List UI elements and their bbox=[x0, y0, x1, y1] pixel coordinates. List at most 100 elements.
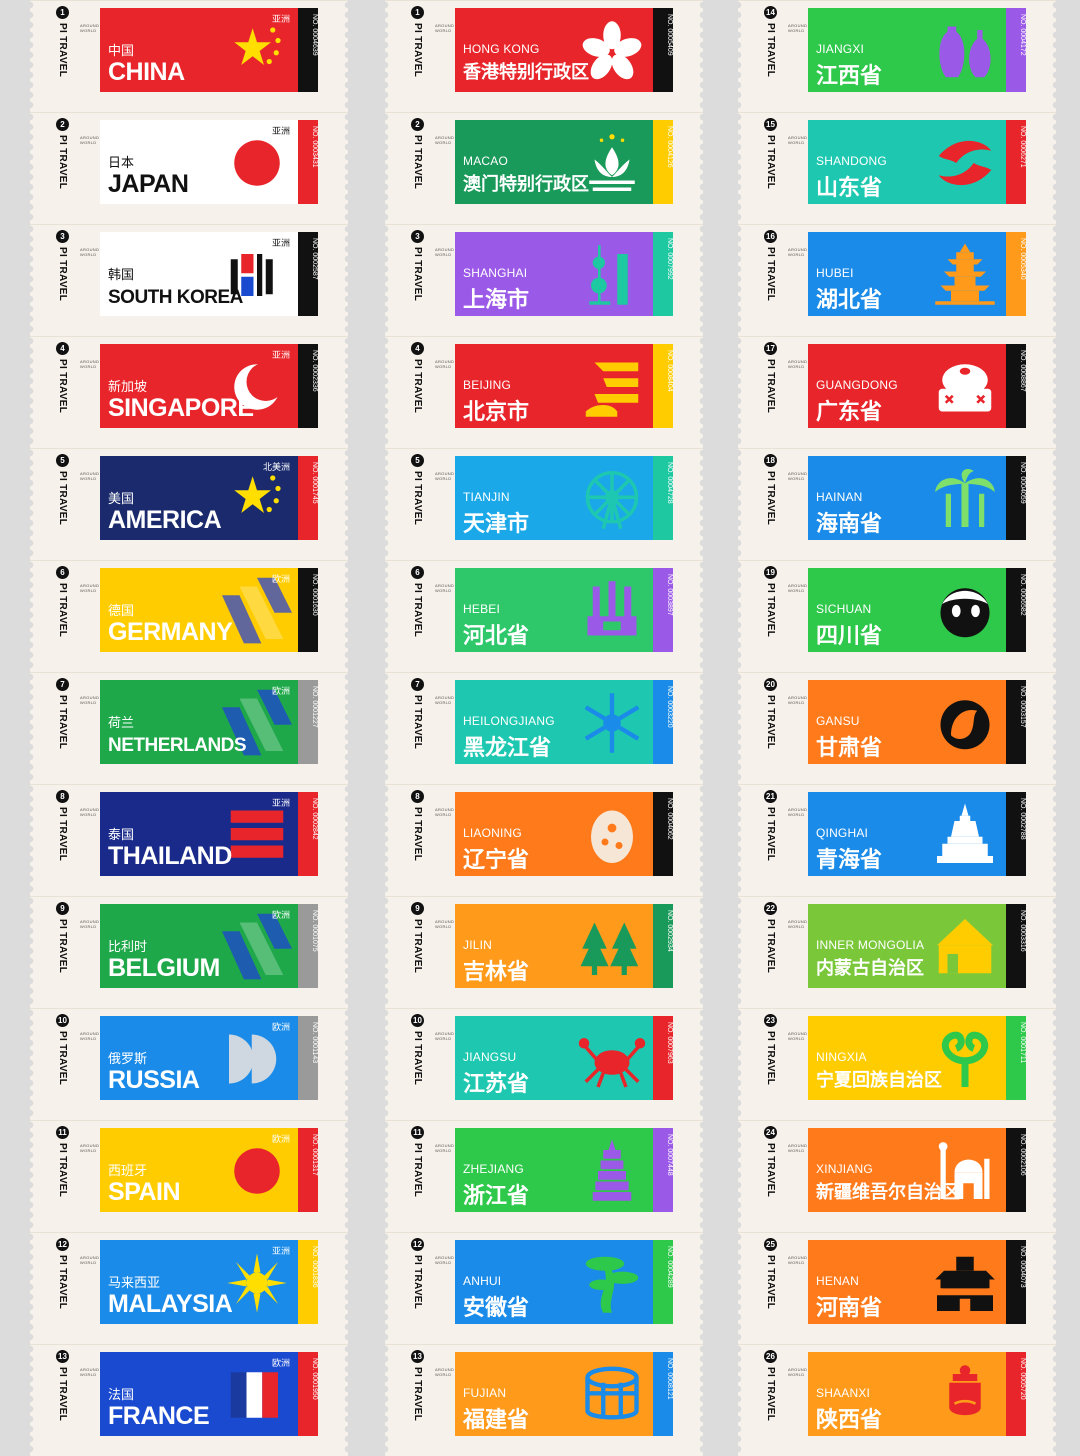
destination-card[interactable]: SHAANXI 陕西省 NO. 0005720 bbox=[808, 1352, 1026, 1436]
english-name: SHANGHAI bbox=[463, 266, 528, 280]
destination-card[interactable]: 北美洲 美国 AMERICA NO. 0001745 bbox=[100, 456, 318, 540]
destination-card[interactable]: 亚洲 韩国 SOUTH KOREA NO. 0002587 bbox=[100, 232, 318, 316]
destination-card[interactable]: GANSU 甘肃省 NO. 0003157 bbox=[808, 680, 1026, 764]
destination-card[interactable]: JIANGSU 江苏省 NO. 0007963 bbox=[455, 1016, 673, 1100]
bars-icon bbox=[230, 810, 284, 858]
destination-card[interactable]: NINGXIA 宁夏回族自治区 NO. 0001711 bbox=[808, 1016, 1026, 1100]
destination-card[interactable]: LIAONING 辽宁省 NO. 0004062 bbox=[455, 792, 673, 876]
destination-card[interactable]: 亚洲 泰国 THAILAND NO. 0002842 bbox=[100, 792, 318, 876]
serial-number: NO. 0004059 bbox=[1019, 462, 1026, 504]
ticket-card[interactable]: 10 PI TRAVEL AROUND WORLD 欧洲 俄罗斯 RUSSIA NO. 00… bbox=[30, 1008, 348, 1120]
ticket-card[interactable]: 3 PI TRAVEL AROUND WORLD SHANGHAI 上海市 NO. 000… bbox=[385, 224, 703, 336]
serial-number: NO. 0004728 bbox=[666, 462, 673, 504]
ticket-card[interactable]: 26 PI TRAVEL AROUND WORLD SHAANXI 陕西省 NO. 000… bbox=[738, 1344, 1056, 1456]
destination-card[interactable]: HONG KONG 香港特别行政区 NO. 0005409 bbox=[455, 8, 673, 92]
half-circles-icon bbox=[229, 1034, 277, 1084]
ticket-card[interactable]: 5 PI TRAVEL AROUND WORLD TIANJIN 天津市 NO. 0004… bbox=[385, 448, 703, 560]
ticket-card[interactable]: 4 PI TRAVEL AROUND WORLD 亚洲 新加坡 SINGAPORE NO. … bbox=[30, 336, 348, 448]
ticket-card[interactable]: 2 PI TRAVEL AROUND WORLD 亚洲 日本 JAPAN NO. 00034… bbox=[30, 112, 348, 224]
destination-card[interactable]: FUJIAN 福建省 NO. 0008121 bbox=[455, 1352, 673, 1436]
ticket-card[interactable]: 6 PI TRAVEL AROUND WORLD HEBEI 河北省 NO. 000389… bbox=[385, 560, 703, 672]
destination-card[interactable]: 亚洲 日本 JAPAN NO. 0003431 bbox=[100, 120, 318, 204]
ticket-card[interactable]: 8 PI TRAVEL AROUND WORLD 亚洲 泰国 THAILAND NO. 00… bbox=[30, 784, 348, 896]
destination-card[interactable]: JIANGXI 江西省 NO. 0004172 bbox=[808, 8, 1026, 92]
ticket-card[interactable]: 8 PI TRAVEL AROUND WORLD LIAONING 辽宁省 NO. 000… bbox=[385, 784, 703, 896]
destination-card[interactable]: XINJIANG 新疆维吾尔自治区 NO. 0002106 bbox=[808, 1128, 1026, 1212]
ticket-card[interactable]: 23 PI TRAVEL AROUND WORLD NINGXIA 宁夏回族自治区 NO.… bbox=[738, 1008, 1056, 1120]
destination-card[interactable]: 亚洲 马来西亚 MALAYSIA NO. 0001836 bbox=[100, 1240, 318, 1324]
ticket-card[interactable]: 1 PI TRAVEL AROUND WORLD 亚洲 中国 CHINA NO. 00046… bbox=[30, 0, 348, 112]
ticket-card[interactable]: 9 PI TRAVEL AROUND WORLD JILIN 吉林省 NO. 000293… bbox=[385, 896, 703, 1008]
destination-card[interactable]: TIANJIN 天津市 NO. 0004728 bbox=[455, 456, 673, 540]
destination-card[interactable]: 欧洲 荷兰 NETHERLANDS NO. 0001227 bbox=[100, 680, 318, 764]
destination-card[interactable]: 亚洲 新加坡 SINGAPORE NO. 0002336 bbox=[100, 344, 318, 428]
destination-card[interactable]: JILIN 吉林省 NO. 0002934 bbox=[455, 904, 673, 988]
ticket-stub: 11 PI TRAVEL AROUND WORLD bbox=[405, 1126, 454, 1226]
chinese-name: 新加坡 bbox=[108, 380, 148, 395]
ticket-card[interactable]: 25 PI TRAVEL AROUND WORLD HENAN 河南省 NO. 00040… bbox=[738, 1232, 1056, 1344]
ticket-number-badge: 10 bbox=[411, 1014, 425, 1027]
ticket-card[interactable]: 21 PI TRAVEL AROUND WORLD QINGHAI 青海省 NO. 000… bbox=[738, 784, 1056, 896]
brand-label: PI TRAVEL bbox=[57, 1031, 69, 1086]
destination-card[interactable]: 欧洲 比利时 BELGIUM NO. 0001075 bbox=[100, 904, 318, 988]
ticket-card[interactable]: 11 PI TRAVEL AROUND WORLD 欧洲 西班牙 SPAIN NO. 000… bbox=[30, 1120, 348, 1232]
serial-number: NO. 0003316 bbox=[1019, 910, 1026, 952]
ticket-card[interactable]: 7 PI TRAVEL AROUND WORLD HEILONGJIANG 黑龙江省 NO… bbox=[385, 672, 703, 784]
ticket-card[interactable]: 12 PI TRAVEL AROUND WORLD 亚洲 马来西亚 MALAYSIA NO.… bbox=[30, 1232, 348, 1344]
destination-card[interactable]: BEIJING 北京市 NO. 0008404 bbox=[455, 344, 673, 428]
panda-icon bbox=[940, 588, 990, 638]
horse-icon bbox=[940, 700, 990, 750]
ticket-card[interactable]: 1 PI TRAVEL AROUND WORLD HONG KONG 香港特别行政区 NO… bbox=[385, 0, 703, 112]
destination-card[interactable]: HEILONGJIANG 黑龙江省 NO. 0003220 bbox=[455, 680, 673, 764]
brand-sub-label: AROUND WORLD bbox=[435, 23, 455, 33]
destination-card[interactable]: 欧洲 法国 FRANCE NO. 0001950 bbox=[100, 1352, 318, 1436]
bauhinia-icon bbox=[582, 21, 642, 80]
ticket-card[interactable]: 11 PI TRAVEL AROUND WORLD ZHEJIANG 浙江省 NO. 00… bbox=[385, 1120, 703, 1232]
ticket-card[interactable]: 6 PI TRAVEL AROUND WORLD 欧洲 德国 GERMANY NO. 000… bbox=[30, 560, 348, 672]
brand-sub-label: AROUND WORLD bbox=[788, 23, 808, 33]
ticket-card[interactable]: 12 PI TRAVEL AROUND WORLD ANHUI 安徽省 NO. 00042… bbox=[385, 1232, 703, 1344]
destination-card[interactable]: QINGHAI 青海省 NO. 0002788 bbox=[808, 792, 1026, 876]
ticket-card[interactable]: 14 PI TRAVEL AROUND WORLD JIANGXI 江西省 NO. 000… bbox=[738, 0, 1056, 112]
destination-card[interactable]: INNER MONGOLIA 内蒙古自治区 NO. 0003316 bbox=[808, 904, 1026, 988]
destination-card[interactable]: HEBEI 河北省 NO. 0003897 bbox=[455, 568, 673, 652]
destination-card[interactable]: 亚洲 中国 CHINA NO. 0004639 bbox=[100, 8, 318, 92]
ticket-card[interactable]: 4 PI TRAVEL AROUND WORLD BEIJING 北京市 NO. 0008… bbox=[385, 336, 703, 448]
destination-card[interactable]: HENAN 河南省 NO. 0004073 bbox=[808, 1240, 1026, 1324]
ticket-card[interactable]: 10 PI TRAVEL AROUND WORLD JIANGSU 江苏省 NO. 000… bbox=[385, 1008, 703, 1120]
destination-card[interactable]: 欧洲 俄罗斯 RUSSIA NO. 0001143 bbox=[100, 1016, 318, 1100]
ticket-card[interactable]: 18 PI TRAVEL AROUND WORLD HAINAN 海南省 NO. 0004… bbox=[738, 448, 1056, 560]
destination-card[interactable]: HAINAN 海南省 NO. 0004059 bbox=[808, 456, 1026, 540]
ticket-card[interactable]: 16 PI TRAVEL AROUND WORLD HUBEI 湖北省 NO. 00053… bbox=[738, 224, 1056, 336]
destination-card[interactable]: 欧洲 西班牙 SPAIN NO. 0001317 bbox=[100, 1128, 318, 1212]
destination-card[interactable]: SHANDONG 山东省 NO. 0006271 bbox=[808, 120, 1026, 204]
ticket-card[interactable]: 3 PI TRAVEL AROUND WORLD 亚洲 韩国 SOUTH KOREA NO.… bbox=[30, 224, 348, 336]
ticket-card[interactable]: 9 PI TRAVEL AROUND WORLD 欧洲 比利时 BELGIUM NO. 00… bbox=[30, 896, 348, 1008]
destination-card[interactable]: SHANGHAI 上海市 NO. 0007992 bbox=[455, 232, 673, 316]
ticket-card[interactable]: 20 PI TRAVEL AROUND WORLD GANSU 甘肃省 NO. 00031… bbox=[738, 672, 1056, 784]
destination-card[interactable]: SICHUAN 四川省 NO. 0006582 bbox=[808, 568, 1026, 652]
chinese-name: 新疆维吾尔自治区 bbox=[816, 1182, 960, 1203]
destination-card[interactable]: ZHEJIANG 浙江省 NO. 0007448 bbox=[455, 1128, 673, 1212]
chinese-name: 德国 bbox=[108, 604, 135, 619]
ticket-card[interactable]: 13 PI TRAVEL AROUND WORLD FUJIAN 福建省 NO. 0008… bbox=[385, 1344, 703, 1456]
ticket-card[interactable]: 15 PI TRAVEL AROUND WORLD SHANDONG 山东省 NO. 00… bbox=[738, 112, 1056, 224]
ticket-card[interactable]: 13 PI TRAVEL AROUND WORLD 欧洲 法国 FRANCE NO. 000… bbox=[30, 1344, 348, 1456]
ticket-card[interactable]: 22 PI TRAVEL AROUND WORLD INNER MONGOLIA 内蒙古… bbox=[738, 896, 1056, 1008]
brand-sub-label: AROUND WORLD bbox=[435, 919, 455, 929]
ticket-card[interactable]: 19 PI TRAVEL AROUND WORLD SICHUAN 四川省 NO. 000… bbox=[738, 560, 1056, 672]
destination-card[interactable]: ANHUI 安徽省 NO. 0004289 bbox=[455, 1240, 673, 1324]
destination-card[interactable]: 欧洲 德国 GERMANY NO. 0001630 bbox=[100, 568, 318, 652]
ticket-stub: 13 PI TRAVEL AROUND WORLD bbox=[50, 1350, 99, 1450]
destination-card[interactable]: HUBEI 湖北省 NO. 0005340 bbox=[808, 232, 1026, 316]
ticket-number-badge: 8 bbox=[411, 790, 425, 803]
ticket-card[interactable]: 2 PI TRAVEL AROUND WORLD MACAO 澳门特别行政区 NO. 00… bbox=[385, 112, 703, 224]
ticket-card[interactable]: 17 PI TRAVEL AROUND WORLD GUANGDONG 广东省 NO. 0… bbox=[738, 336, 1056, 448]
ticket-number-badge: 9 bbox=[411, 902, 425, 915]
ticket-card[interactable]: 5 PI TRAVEL AROUND WORLD 北美洲 美国 AMERICA NO. 00… bbox=[30, 448, 348, 560]
destination-card[interactable]: GUANGDONG 广东省 NO. 0008867 bbox=[808, 344, 1026, 428]
ticket-card[interactable]: 24 PI TRAVEL AROUND WORLD XINJIANG 新疆维吾尔自治区 N… bbox=[738, 1120, 1056, 1232]
ticket-stub: 20 PI TRAVEL AROUND WORLD bbox=[758, 678, 807, 778]
destination-card[interactable]: MACAO 澳门特别行政区 NO. 0004126 bbox=[455, 120, 673, 204]
ticket-card[interactable]: 7 PI TRAVEL AROUND WORLD 欧洲 荷兰 NETHERLANDS NO.… bbox=[30, 672, 348, 784]
